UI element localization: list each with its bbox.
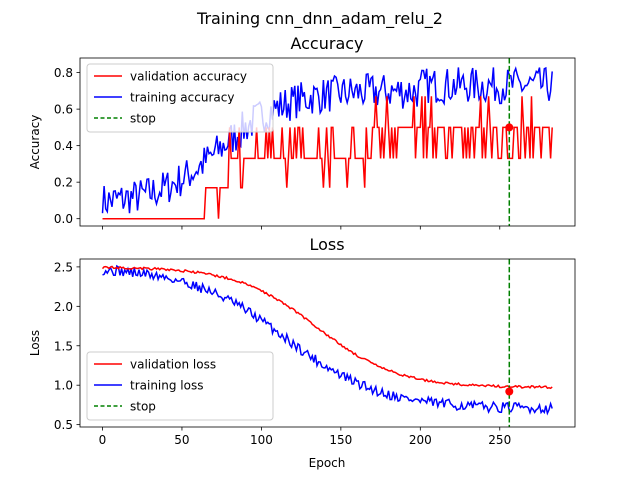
x-tick-label: 50 [174, 433, 189, 447]
y-tick-label: 0.0 [54, 212, 73, 226]
loss-axes: 0.5 1.0 1.5 2.0 2.5 0 50 100 150 200 250 validation… [54, 258, 576, 447]
x-tick-label: 250 [488, 433, 511, 447]
legend-label: stop [130, 400, 156, 414]
y-tick-label: 0.2 [54, 176, 73, 190]
legend-label: validation loss [130, 358, 216, 372]
y-tick-label: 0.4 [54, 139, 73, 153]
y-tick-label: 0.5 [54, 418, 73, 432]
y-tick-label: 2.5 [54, 260, 73, 274]
legend: validation loss training loss stop [86, 351, 274, 421]
legend-label: training accuracy [130, 91, 234, 105]
axes-frame [79, 258, 576, 428]
legend-label: validation accuracy [130, 70, 247, 84]
legend-label: training loss [130, 379, 203, 393]
stop-marker [505, 123, 514, 132]
series-training-loss [102, 264, 553, 416]
accuracy-title: Accuracy [290, 34, 363, 53]
accuracy-ylabel: Accuracy [28, 115, 42, 170]
y-tick-label: 1.0 [54, 379, 73, 393]
series-validation-accuracy [102, 96, 553, 220]
y-tick-label: 0.6 [54, 103, 73, 117]
y-tick-label: 2.0 [54, 300, 73, 314]
y-tick-label: 1.5 [54, 339, 73, 353]
y-tick-label: 0.8 [54, 66, 73, 80]
loss-title: Loss [309, 235, 344, 254]
x-tick-label: 200 [409, 433, 432, 447]
x-tick-label: 150 [329, 433, 352, 447]
x-axis-label: Epoch [309, 456, 346, 470]
series-validation-loss [101, 265, 553, 390]
x-tick-label: 100 [250, 433, 273, 447]
series-training-accuracy [101, 66, 553, 215]
legend-label: stop [130, 112, 156, 126]
legend: validation accuracy training accuracy stop [86, 63, 274, 133]
loss-ylabel: Loss [28, 330, 42, 356]
axes-frame [79, 57, 576, 227]
x-tick-label: 0 [99, 433, 107, 447]
figure-suptitle: Training cnn_dnn_adam_relu_2 [196, 9, 443, 29]
accuracy-axes: 0.0 0.2 0.4 0.6 0.8 validation accuracy traini… [54, 57, 576, 230]
stop-marker [505, 387, 514, 396]
